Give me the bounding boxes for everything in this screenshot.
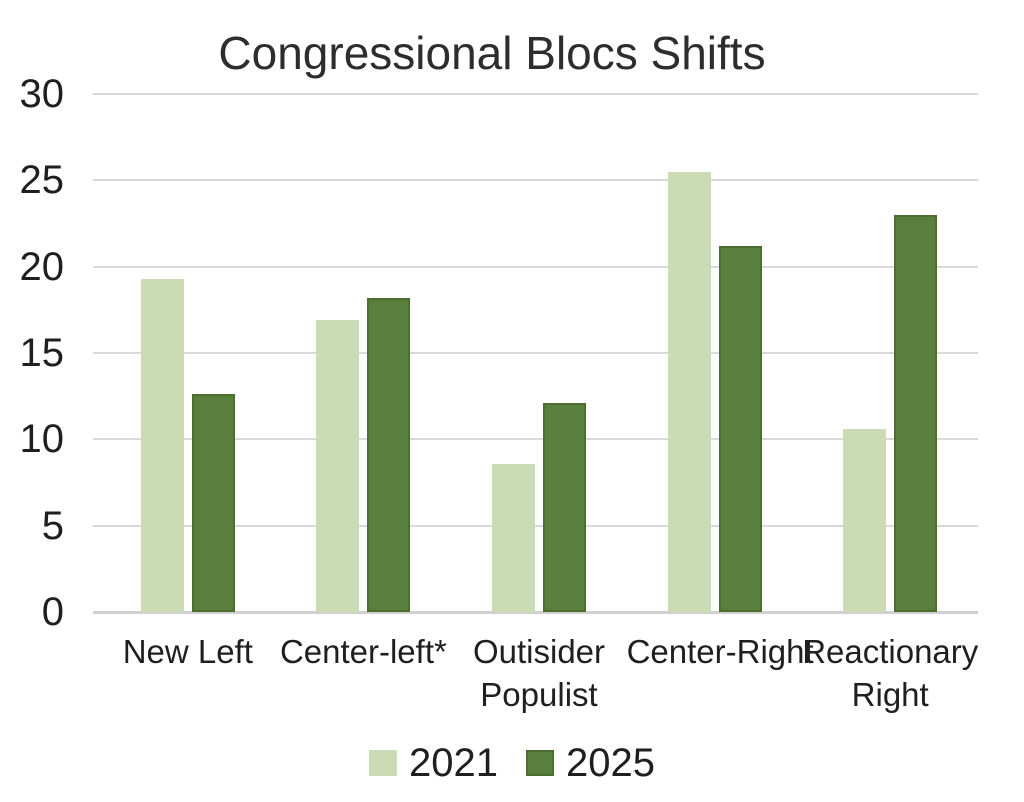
gridline — [93, 438, 978, 441]
legend-swatch-2025 — [526, 750, 554, 776]
bar-2025-reactionary-right — [894, 214, 938, 612]
bar-2025-center-right — [718, 245, 762, 612]
gridline — [93, 265, 978, 268]
gridline — [93, 352, 978, 354]
bar-2025-outisider-populist — [543, 403, 586, 612]
bar-2025-new-left — [191, 394, 235, 612]
bar-2021-new-left — [140, 278, 184, 612]
y-axis-tick-label: 15 — [19, 331, 65, 375]
bar-2021-outisider-populist — [492, 463, 535, 612]
gridline — [93, 611, 978, 614]
x-axis-category-label: Reactionary Right — [802, 633, 979, 713]
x-axis-category-label: Outisider Populist — [472, 633, 606, 713]
gridline — [93, 179, 978, 182]
gridline — [93, 524, 978, 527]
plot-area — [93, 93, 978, 614]
legend: 2021 2025 — [0, 735, 1024, 791]
bar-2021-center-left- — [316, 320, 360, 612]
bar-2021-center-right — [667, 171, 711, 612]
y-axis-tick-label: 5 — [41, 503, 64, 548]
legend-label: 2025 — [566, 741, 655, 785]
x-axis: New Left Center-left* Outisider Populist Cen… — [100, 612, 979, 722]
y-axis-tick-label: 0 — [41, 590, 64, 634]
legend-item-2021: 2021 — [369, 741, 498, 785]
y-axis-tick-label: 30 — [19, 72, 65, 116]
legend-item-2025: 2025 — [526, 741, 655, 785]
x-axis-category-label: Center-left* — [279, 633, 447, 670]
y-axis-tick-label: 20 — [19, 244, 65, 289]
legend-label: 2021 — [409, 741, 498, 785]
bar-2025-center-left- — [367, 297, 411, 612]
y-axis-tick-label: 10 — [19, 417, 65, 462]
chart-title: Congressional Blocs Shifts — [218, 27, 766, 79]
legend-swatch-2021 — [369, 750, 398, 776]
x-axis-category-label: Center-Right — [626, 633, 814, 670]
bar-2021-reactionary-right — [843, 428, 887, 612]
x-axis-category-label: New Left — [122, 633, 253, 670]
gridline — [93, 93, 978, 95]
y-axis-tick-label: 25 — [19, 158, 65, 203]
